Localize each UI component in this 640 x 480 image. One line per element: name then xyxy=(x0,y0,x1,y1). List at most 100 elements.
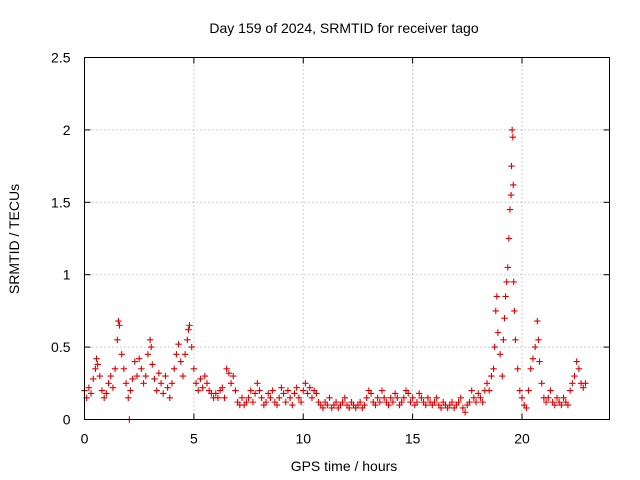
data-point xyxy=(267,394,274,401)
data-point xyxy=(431,398,438,406)
data-point xyxy=(527,365,534,373)
data-point xyxy=(118,351,125,358)
data-point xyxy=(286,394,294,401)
data-point xyxy=(518,394,526,401)
data-point xyxy=(293,384,300,391)
data-point xyxy=(295,394,303,401)
data-point xyxy=(256,387,263,394)
data-point xyxy=(247,387,254,394)
y-tick-label: 2 xyxy=(63,122,71,138)
data-point xyxy=(103,390,110,397)
data-point xyxy=(129,375,136,383)
data-point xyxy=(499,372,506,380)
data-point xyxy=(313,390,320,397)
y-tick-label: 0 xyxy=(63,412,71,428)
x-tick-label: 15 xyxy=(405,431,421,447)
data-point xyxy=(504,264,511,271)
data-point xyxy=(245,394,252,401)
data-point xyxy=(269,387,276,394)
data-point xyxy=(477,394,484,401)
data-point xyxy=(398,398,405,406)
data-point xyxy=(135,355,143,362)
data-point xyxy=(332,398,340,406)
data-point xyxy=(389,398,397,406)
data-point xyxy=(173,351,180,358)
data-point xyxy=(582,380,589,387)
data-point xyxy=(98,387,106,394)
data-point xyxy=(170,365,178,373)
y-tick-label: 2.5 xyxy=(51,50,71,66)
data-point xyxy=(363,394,370,401)
data-point xyxy=(571,372,578,380)
data-point xyxy=(503,278,510,286)
data-point xyxy=(523,404,530,412)
data-point xyxy=(385,401,392,409)
data-point xyxy=(219,384,226,391)
data-point xyxy=(415,390,423,397)
data-point xyxy=(500,336,507,344)
data-point xyxy=(265,390,272,397)
data-point xyxy=(308,394,316,401)
data-point xyxy=(177,358,184,365)
data-point xyxy=(376,398,384,406)
data-point xyxy=(122,380,130,387)
data-point xyxy=(138,365,145,373)
data-point xyxy=(120,365,128,373)
data-point xyxy=(466,398,473,406)
data-point xyxy=(111,365,119,373)
data-point xyxy=(580,384,587,391)
data-point xyxy=(131,358,139,365)
data-point xyxy=(405,390,412,397)
x-tick-label: 20 xyxy=(514,431,530,447)
data-point xyxy=(92,365,99,373)
data-point xyxy=(273,401,281,409)
data-point xyxy=(437,404,445,412)
data-point xyxy=(509,133,517,141)
data-point xyxy=(367,390,375,397)
data-point xyxy=(531,343,539,351)
data-point xyxy=(146,336,154,344)
data-point xyxy=(418,394,425,401)
y-tick-label: 0.5 xyxy=(51,339,71,355)
data-point xyxy=(319,404,327,412)
data-point xyxy=(372,401,379,409)
y-tick-label: 1.5 xyxy=(51,194,71,210)
data-point xyxy=(529,355,537,362)
tick-labels: 0 5 10 15 20 0 0.5 1 1.5 2 2.5 xyxy=(51,50,530,447)
data-point xyxy=(400,394,408,401)
data-point xyxy=(493,293,501,300)
x-tick-label: 10 xyxy=(295,431,311,447)
data-point xyxy=(184,336,191,344)
data-point xyxy=(538,380,545,387)
data-point xyxy=(542,398,550,406)
data-point xyxy=(345,404,353,412)
data-point xyxy=(391,390,399,397)
data-point xyxy=(221,394,228,401)
data-point xyxy=(374,394,381,401)
data-point xyxy=(468,387,475,394)
data-point xyxy=(326,394,333,401)
data-point xyxy=(100,394,108,401)
data-point xyxy=(508,126,516,134)
data-point xyxy=(225,369,233,377)
data-point xyxy=(573,358,580,365)
data-point xyxy=(496,351,504,358)
data-point xyxy=(230,372,237,380)
data-point xyxy=(133,372,141,380)
data-point xyxy=(190,365,198,373)
data-point xyxy=(162,372,169,380)
data-point xyxy=(140,380,147,387)
data-point xyxy=(510,278,517,286)
data-point xyxy=(243,398,250,406)
data-point xyxy=(300,387,307,394)
data-point xyxy=(488,372,495,380)
data-point xyxy=(492,307,499,315)
data-point xyxy=(155,369,163,377)
data-point xyxy=(516,387,524,394)
data-point xyxy=(282,398,289,406)
data-point xyxy=(566,387,574,394)
data-point xyxy=(115,317,122,325)
data-point xyxy=(280,390,287,397)
data-point xyxy=(251,390,259,397)
data-point xyxy=(545,394,552,401)
